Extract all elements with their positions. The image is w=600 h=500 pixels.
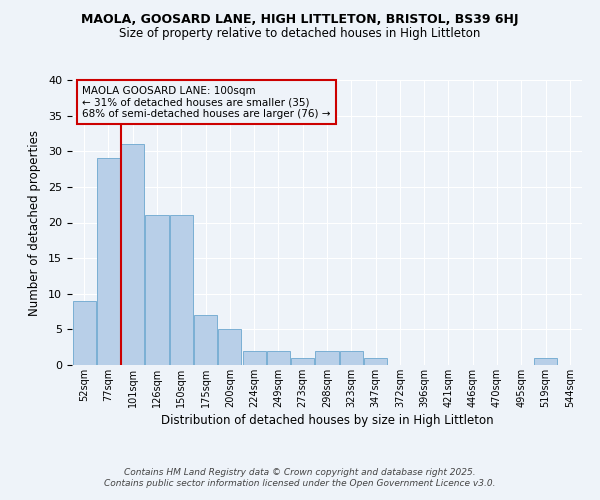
Bar bbox=[73, 301, 95, 365]
Bar bbox=[170, 216, 193, 365]
Bar bbox=[534, 358, 557, 365]
X-axis label: Distribution of detached houses by size in High Littleton: Distribution of detached houses by size … bbox=[161, 414, 493, 427]
Bar bbox=[340, 351, 363, 365]
Text: Size of property relative to detached houses in High Littleton: Size of property relative to detached ho… bbox=[119, 28, 481, 40]
Bar bbox=[121, 144, 144, 365]
Bar bbox=[364, 358, 387, 365]
Bar bbox=[194, 315, 217, 365]
Bar bbox=[242, 351, 266, 365]
Bar bbox=[291, 358, 314, 365]
Bar bbox=[145, 216, 169, 365]
Bar bbox=[218, 330, 241, 365]
Bar bbox=[267, 351, 290, 365]
Y-axis label: Number of detached properties: Number of detached properties bbox=[28, 130, 41, 316]
Text: MAOLA, GOOSARD LANE, HIGH LITTLETON, BRISTOL, BS39 6HJ: MAOLA, GOOSARD LANE, HIGH LITTLETON, BRI… bbox=[81, 12, 519, 26]
Bar bbox=[316, 351, 338, 365]
Text: MAOLA GOOSARD LANE: 100sqm
← 31% of detached houses are smaller (35)
68% of semi: MAOLA GOOSARD LANE: 100sqm ← 31% of deta… bbox=[82, 86, 331, 119]
Bar bbox=[97, 158, 120, 365]
Text: Contains HM Land Registry data © Crown copyright and database right 2025.
Contai: Contains HM Land Registry data © Crown c… bbox=[104, 468, 496, 487]
